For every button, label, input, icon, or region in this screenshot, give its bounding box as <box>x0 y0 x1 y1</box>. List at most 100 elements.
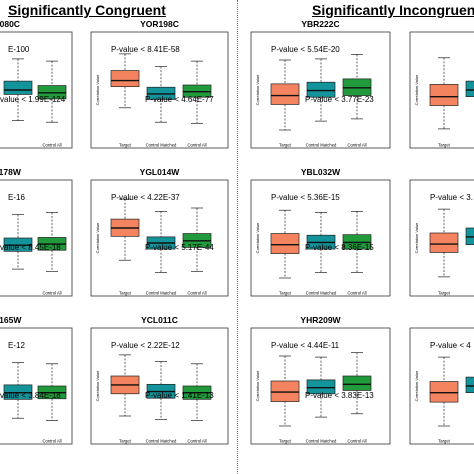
box-series <box>306 212 336 273</box>
category-label: Target <box>279 439 291 444</box>
pvalue-bottom: P-value < 4.64E-77 <box>145 95 214 104</box>
pvalue-bottom: P-value < 3.77E-23 <box>305 95 374 104</box>
box <box>429 381 459 403</box>
category-label: Control Matched <box>306 439 337 444</box>
box-series <box>37 60 67 123</box>
gene-label: YBR222C <box>301 19 339 29</box>
box-series <box>465 227 474 246</box>
box <box>429 232 459 253</box>
boxplot-panel: YBL032W Correlation Value Target Control Ma… <box>250 167 391 297</box>
box <box>306 81 336 98</box>
pvalue-bottom: P-value < 1.41E-13 <box>145 391 214 400</box>
boxplot-panel: IR165W Control All E-12 P-value < 3.84E-18 <box>0 315 73 445</box>
box <box>270 233 300 254</box>
pvalue-top: E-16 <box>8 193 25 202</box>
category-label: Target <box>119 439 131 444</box>
box <box>3 80 33 95</box>
pvalue-bottom: P-value < 5.17E-44 <box>145 243 214 252</box>
box-series <box>110 53 140 109</box>
box-series <box>306 356 336 418</box>
pvalue-bottom: P-value < 3.84E-18 <box>0 391 61 400</box>
box-series <box>270 355 300 427</box>
section-divider <box>237 0 238 474</box>
category-label: Control All <box>347 143 366 148</box>
box-series <box>37 212 67 272</box>
pvalue-top: P-value < 4 <box>430 341 471 350</box>
box-series <box>3 214 33 270</box>
box-series <box>465 376 474 394</box>
boxplot-panel: IL178W Control All E-16 P-value < 8.45E-18 <box>0 167 73 297</box>
y-axis-label: Correlation Value <box>414 222 419 253</box>
boxplot-panel: YHR209W Correlation Value Target Control Ma… <box>250 315 391 445</box>
panel-frame <box>250 327 391 445</box>
boxplot-panel: Correlation Value Target <box>409 31 474 149</box>
box-series <box>342 54 372 120</box>
category-label: Control All <box>42 143 61 148</box>
panel-frame <box>409 31 474 149</box>
box-series <box>342 352 372 415</box>
panel-frame <box>409 327 474 445</box>
box <box>465 80 474 98</box>
category-label: Control Matched <box>306 291 337 296</box>
pvalue-top: P-value < 2.22E-12 <box>111 341 180 350</box>
category-label: Target <box>279 291 291 296</box>
box-series <box>429 356 459 427</box>
pvalue-bottom: P-value < 1.99E-124 <box>0 95 66 104</box>
box-series <box>146 361 176 420</box>
y-axis-label: Correlation Value <box>255 370 260 401</box>
box <box>429 84 459 106</box>
panel-frame <box>409 179 474 297</box>
box-series <box>270 59 300 131</box>
pvalue-top: P-value < 8.41E-58 <box>111 45 180 54</box>
pvalue-top: P-value < 4.22E-37 <box>111 193 180 202</box>
panel-frame <box>0 179 73 297</box>
pvalue-bottom: P-value < 8.45E-18 <box>0 243 61 252</box>
boxplot-panel: YGL014W Correlation Value Target Control Ma… <box>90 167 229 297</box>
category-label: Target <box>438 143 450 148</box>
boxplot-panel: YCL011C Correlation Value Target Control Ma… <box>90 315 229 445</box>
gene-label: YGL014W <box>140 167 181 177</box>
y-axis-label: Correlation Value <box>95 370 100 401</box>
box <box>306 379 336 395</box>
boxplot-panel: Correlation Value Target P-value < 4 <box>409 327 474 445</box>
category-label: Control All <box>347 439 366 444</box>
category-label: Control All <box>187 291 206 296</box>
category-label: Control All <box>187 439 206 444</box>
box-series <box>182 207 212 272</box>
boxplot-panel: IL080C Control All E-100 P-value < 1.99E-12… <box>0 19 73 149</box>
pvalue-top: E-100 <box>8 45 30 54</box>
category-label: Control All <box>187 143 206 148</box>
incongruent-header: Significantly Incongruent <box>312 2 474 18</box>
category-label: Target <box>119 143 131 148</box>
box-series <box>3 58 33 121</box>
y-axis-label: Correlation Value <box>255 222 260 253</box>
box-series <box>110 354 140 417</box>
gene-label: IR165W <box>0 315 22 325</box>
pvalue-top: P-value < 5.36E-15 <box>271 193 340 202</box>
category-label: Control All <box>42 439 61 444</box>
gene-label: IL178W <box>0 167 22 177</box>
box-series <box>429 57 459 130</box>
box-series <box>182 363 212 421</box>
box-series <box>146 210 176 273</box>
gene-label: YOR198C <box>140 19 179 29</box>
box-series <box>306 58 336 122</box>
y-axis-label: Correlation Value <box>414 74 419 105</box>
panel-frame <box>0 327 73 445</box>
pvalue-top: P-value < 4.44E-11 <box>271 341 340 350</box>
box-series <box>270 209 300 279</box>
congruent-header: Significantly Congruent <box>8 2 166 18</box>
category-label: Target <box>438 439 450 444</box>
box-series <box>37 363 67 421</box>
category-label: Target <box>438 291 450 296</box>
category-label: Control Matched <box>146 291 177 296</box>
category-label: Target <box>279 143 291 148</box>
box-series <box>3 362 33 419</box>
boxplot-panel: YOR198C Correlation Value Target Control Ma… <box>90 19 229 149</box>
pvalue-bottom: P-value < 8.36E-15 <box>305 243 374 252</box>
category-label: Control All <box>347 291 366 296</box>
box <box>342 375 372 391</box>
panel-frame <box>90 327 229 445</box>
panel-frame <box>250 31 391 149</box>
